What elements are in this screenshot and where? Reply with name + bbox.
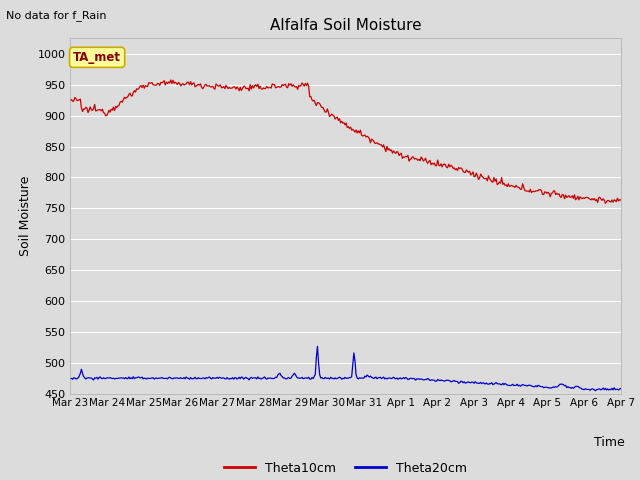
Text: TA_met: TA_met	[73, 51, 121, 64]
Y-axis label: Soil Moisture: Soil Moisture	[19, 176, 32, 256]
Legend: Theta10cm, Theta20cm: Theta10cm, Theta20cm	[219, 456, 472, 480]
Text: No data for f_Rain: No data for f_Rain	[6, 10, 107, 21]
X-axis label: Time: Time	[595, 436, 625, 449]
Title: Alfalfa Soil Moisture: Alfalfa Soil Moisture	[270, 18, 421, 33]
